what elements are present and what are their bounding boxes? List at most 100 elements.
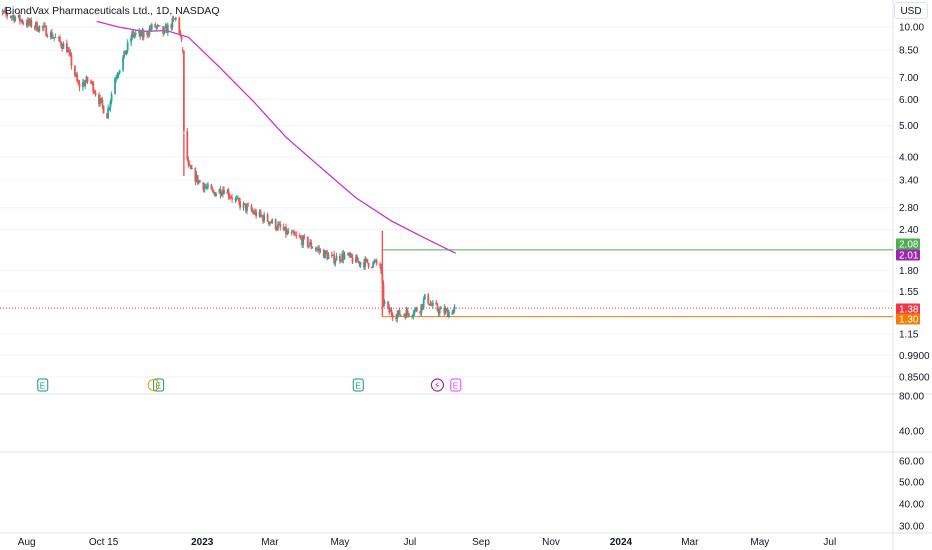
candle[interactable] (188, 164, 191, 166)
candle[interactable] (106, 113, 108, 119)
candle[interactable] (255, 211, 258, 217)
candle[interactable] (452, 309, 455, 315)
candle[interactable] (397, 310, 400, 314)
candle[interactable] (359, 262, 362, 265)
candle[interactable] (406, 309, 409, 314)
candle[interactable] (371, 267, 373, 269)
candle[interactable] (311, 247, 314, 249)
candle[interactable] (287, 230, 290, 234)
candle[interactable] (45, 26, 48, 37)
candle[interactable] (94, 92, 97, 95)
candle[interactable] (65, 43, 68, 53)
candle[interactable] (422, 299, 425, 308)
candle[interactable] (83, 82, 85, 86)
candle[interactable] (49, 32, 52, 38)
candle[interactable] (67, 50, 69, 53)
candle[interactable] (349, 253, 352, 256)
candle[interactable] (189, 165, 192, 169)
candle[interactable] (187, 159, 190, 165)
candle[interactable] (197, 180, 200, 184)
candle[interactable] (114, 78, 116, 95)
candle[interactable] (373, 261, 376, 263)
candle[interactable] (390, 310, 393, 315)
candle[interactable] (171, 18, 174, 28)
candle[interactable] (46, 36, 49, 38)
candle[interactable] (340, 260, 342, 262)
candle[interactable] (236, 198, 239, 200)
candle[interactable] (110, 94, 113, 102)
candle[interactable] (178, 17, 181, 33)
candle[interactable] (154, 23, 157, 28)
candle[interactable] (339, 255, 341, 261)
candle[interactable] (428, 303, 431, 306)
candle[interactable] (218, 189, 221, 194)
candle[interactable] (427, 294, 430, 304)
candle[interactable] (375, 260, 378, 264)
candle[interactable] (212, 191, 215, 193)
earnings-event-icon[interactable] (450, 378, 462, 392)
candle[interactable] (118, 70, 121, 74)
candle[interactable] (439, 307, 442, 310)
candle[interactable] (382, 284, 385, 304)
candle[interactable] (407, 313, 410, 317)
candle[interactable] (61, 46, 64, 49)
candle[interactable] (356, 256, 359, 262)
candle[interactable] (270, 222, 272, 224)
candle[interactable] (62, 43, 65, 49)
candle[interactable] (173, 18, 176, 20)
candle[interactable] (207, 184, 209, 188)
candle[interactable] (252, 211, 255, 215)
candle[interactable] (259, 211, 262, 216)
candle[interactable] (165, 25, 168, 33)
candle[interactable] (157, 25, 160, 27)
candle[interactable] (242, 203, 245, 208)
candle[interactable] (351, 257, 354, 263)
candle[interactable] (141, 30, 144, 38)
candle[interactable] (91, 81, 93, 83)
candles[interactable] (0, 6, 456, 323)
candle[interactable] (251, 210, 254, 212)
candle[interactable] (372, 261, 375, 268)
candle[interactable] (37, 30, 40, 32)
candle[interactable] (282, 227, 285, 231)
candle[interactable] (293, 231, 295, 235)
candle[interactable] (235, 198, 238, 200)
candle[interactable] (117, 73, 120, 76)
dividend-event-icon[interactable] (147, 379, 160, 391)
candle[interactable] (26, 19, 29, 26)
candle[interactable] (77, 81, 80, 84)
candle[interactable] (403, 314, 406, 316)
split-event-icon[interactable] (430, 378, 445, 392)
candle[interactable] (12, 15, 14, 17)
candle[interactable] (278, 223, 280, 225)
candle[interactable] (131, 31, 134, 38)
candle[interactable] (363, 262, 365, 268)
candle[interactable] (142, 32, 145, 38)
candle[interactable] (21, 19, 23, 23)
candle[interactable] (451, 312, 454, 315)
candle[interactable] (247, 205, 250, 207)
candle[interactable] (246, 205, 248, 211)
candle[interactable] (347, 253, 349, 255)
candle[interactable] (238, 198, 240, 202)
candle[interactable] (124, 50, 127, 55)
candle[interactable] (258, 211, 261, 217)
candle[interactable] (230, 197, 232, 199)
candle[interactable] (115, 77, 118, 79)
candle[interactable] (423, 294, 426, 300)
candle[interactable] (90, 81, 92, 83)
candle[interactable] (277, 224, 279, 229)
candle[interactable] (389, 310, 392, 313)
candle[interactable] (123, 50, 126, 58)
candle[interactable] (227, 190, 230, 197)
candle[interactable] (36, 22, 38, 31)
candle[interactable] (29, 19, 32, 24)
candle[interactable] (70, 55, 73, 66)
candle[interactable] (437, 310, 440, 314)
candle[interactable] (22, 22, 25, 24)
candle[interactable] (310, 242, 313, 248)
candle[interactable] (204, 186, 207, 188)
candle[interactable] (194, 168, 197, 182)
candle[interactable] (367, 263, 370, 268)
candle[interactable] (244, 203, 247, 211)
